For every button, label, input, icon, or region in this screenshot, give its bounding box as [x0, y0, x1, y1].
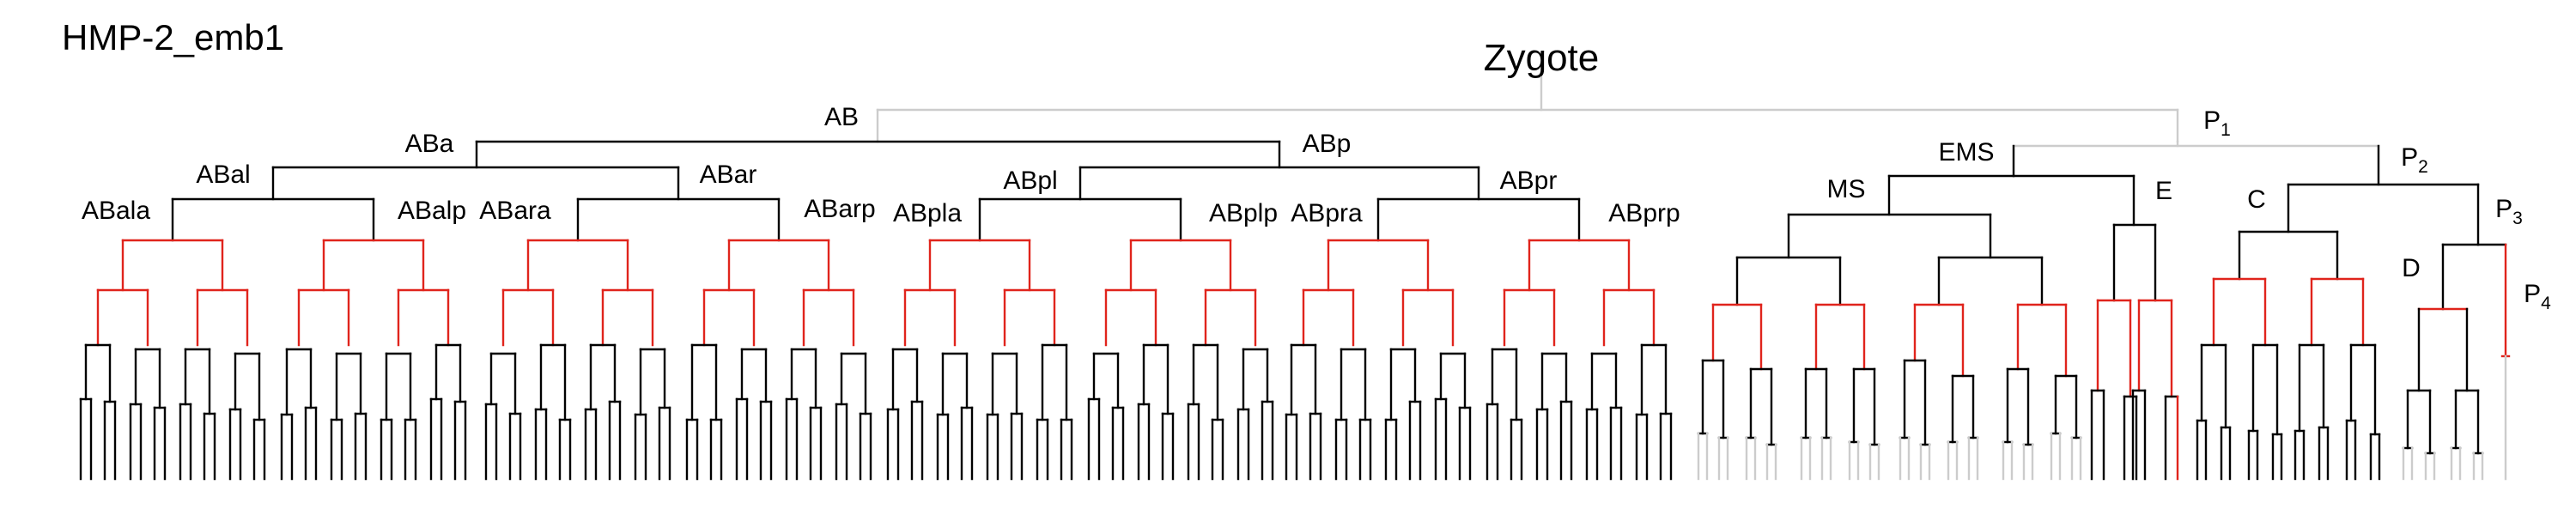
node-label-abarp: ABarp	[804, 195, 875, 223]
node-label-subscript: 2	[2418, 157, 2428, 177]
node-label-text: P	[2524, 280, 2541, 308]
node-label-aba: ABa	[405, 130, 454, 158]
node-label-text: E	[2155, 177, 2172, 205]
node-label-d: D	[2402, 254, 2421, 282]
page-title: HMP-2_emb1	[62, 17, 284, 58]
node-label-text: ABpl	[1003, 167, 1057, 195]
node-label-text: ABp	[1303, 130, 1352, 158]
node-label-abp: ABp	[1303, 130, 1352, 158]
node-label-text: ABplp	[1209, 199, 1278, 227]
node-label-text: ABa	[405, 130, 454, 158]
node-label-text: ABala	[82, 197, 150, 225]
node-label-text: EMS	[1938, 138, 1994, 167]
node-label-p1: P1	[2203, 106, 2231, 140]
node-label-text: ABarp	[804, 195, 875, 223]
node-label-e: E	[2155, 177, 2172, 205]
node-label-subscript: 4	[2541, 294, 2551, 313]
node-label-abpl: ABpl	[1003, 167, 1057, 195]
node-label-abpra: ABpra	[1291, 199, 1363, 227]
node-label-abar: ABar	[700, 161, 757, 189]
node-label-text: ABpla	[893, 199, 962, 227]
node-label-abara: ABara	[479, 197, 551, 225]
node-label-c: C	[2247, 185, 2266, 214]
node-label-text: ABalp	[398, 197, 466, 225]
node-label-text: ABpr	[1500, 167, 1558, 195]
node-label-abplp: ABplp	[1209, 199, 1278, 227]
node-label-text: D	[2402, 254, 2421, 282]
node-label-abprp: ABprp	[1608, 199, 1680, 227]
root-label-zygote: Zygote	[1484, 37, 1600, 79]
node-label-text: ABar	[700, 161, 757, 189]
node-label-text: C	[2247, 185, 2266, 214]
node-label-ab: AB	[824, 103, 859, 131]
node-label-text: AB	[824, 103, 859, 131]
node-label-p3: P3	[2495, 195, 2523, 228]
node-label-text: P	[2203, 106, 2221, 135]
node-label-text: ABal	[196, 161, 250, 189]
node-label-abal: ABal	[196, 161, 250, 189]
node-label-subscript: 3	[2512, 209, 2523, 228]
node-label-text: ABpra	[1291, 199, 1363, 227]
node-label-ms: MS	[1827, 175, 1866, 203]
node-label-abalp: ABalp	[398, 197, 466, 225]
node-label-abpr: ABpr	[1500, 167, 1558, 195]
node-label-abpla: ABpla	[893, 199, 962, 227]
node-label-text: P	[2495, 195, 2512, 223]
node-label-p4: P4	[2524, 280, 2551, 313]
node-label-abala: ABala	[82, 197, 150, 225]
node-label-subscript: 1	[2221, 120, 2231, 140]
node-label-text: ABara	[479, 197, 551, 225]
node-label-p2: P2	[2401, 143, 2428, 177]
tree-edges	[79, 76, 2511, 481]
node-label-ems: EMS	[1938, 138, 1994, 167]
node-label-text: P	[2401, 143, 2418, 172]
node-label-text: ABprp	[1608, 199, 1680, 227]
node-label-text: MS	[1827, 175, 1866, 203]
